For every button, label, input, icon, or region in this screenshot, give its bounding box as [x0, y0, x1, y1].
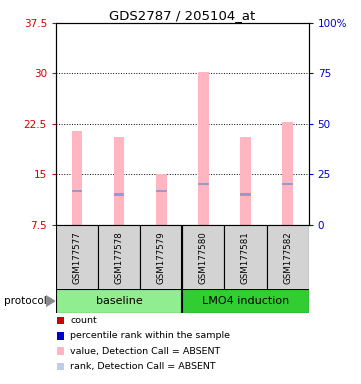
Bar [57, 362, 64, 370]
Bar [56, 225, 98, 290]
Text: baseline: baseline [96, 296, 143, 306]
Bar [72, 131, 82, 225]
Bar [156, 174, 166, 225]
Bar [140, 225, 182, 290]
Bar [182, 289, 309, 313]
Text: GSM177577: GSM177577 [73, 231, 82, 284]
Text: count: count [70, 316, 97, 325]
Title: GDS2787 / 205104_at: GDS2787 / 205104_at [109, 9, 256, 22]
Text: LMO4 induction: LMO4 induction [202, 296, 289, 306]
Bar [266, 225, 309, 290]
Text: protocol: protocol [4, 296, 46, 306]
Bar [240, 193, 251, 195]
Bar [57, 316, 64, 324]
Text: percentile rank within the sample: percentile rank within the sample [70, 331, 230, 341]
Text: GSM177582: GSM177582 [283, 231, 292, 284]
Text: GSM177579: GSM177579 [157, 231, 166, 284]
Bar [57, 332, 64, 339]
Text: GSM177580: GSM177580 [199, 231, 208, 284]
Bar [72, 190, 82, 192]
Bar [98, 225, 140, 290]
Bar [240, 137, 251, 225]
Bar [182, 225, 225, 290]
Bar [57, 347, 64, 355]
Text: GSM177578: GSM177578 [115, 231, 123, 284]
Bar [282, 122, 293, 225]
Bar [156, 190, 166, 192]
Bar [225, 225, 266, 290]
Polygon shape [46, 296, 55, 306]
Bar [198, 72, 209, 225]
Bar [114, 193, 125, 195]
Text: GSM177581: GSM177581 [241, 231, 250, 284]
Bar [56, 289, 182, 313]
Bar [198, 183, 209, 185]
Bar [282, 183, 293, 185]
Bar [114, 137, 125, 225]
Text: value, Detection Call = ABSENT: value, Detection Call = ABSENT [70, 347, 221, 356]
Text: rank, Detection Call = ABSENT: rank, Detection Call = ABSENT [70, 362, 216, 371]
